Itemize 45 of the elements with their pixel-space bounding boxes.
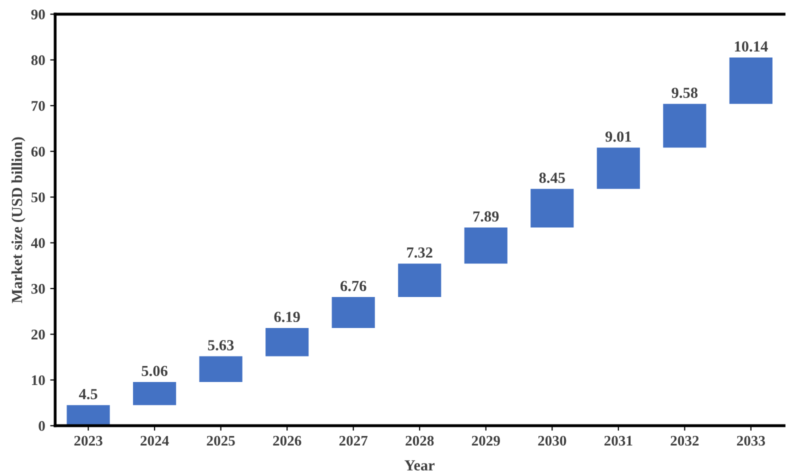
data-label: 7.89 <box>473 211 499 222</box>
data-label: 10.14 <box>734 41 768 52</box>
x-tick-label: 2027 <box>339 436 368 446</box>
x-tick-label: 2026 <box>273 436 302 446</box>
data-label: 6.76 <box>340 280 366 292</box>
bar <box>398 264 442 298</box>
bar <box>464 227 508 264</box>
bar <box>332 297 375 328</box>
data-label: 7.32 <box>407 247 432 258</box>
data-label: 5.06 <box>142 366 168 376</box>
bar <box>530 188 574 228</box>
y-tick-label: 70 <box>32 101 45 111</box>
x-tick-label: 2024 <box>140 436 169 446</box>
data-label: 9.58 <box>672 88 698 98</box>
data-label: 5.63 <box>208 340 234 350</box>
data-label: 6.19 <box>274 312 300 322</box>
bar <box>663 104 706 148</box>
x-tick-label: 2032 <box>670 436 699 446</box>
data-label: 8.45 <box>539 172 565 184</box>
bar <box>266 328 309 356</box>
y-tick-label: 60 <box>31 146 45 157</box>
x-tick-label: 2023 <box>74 436 102 446</box>
data-label: 9.01 <box>605 131 631 142</box>
x-tick-label: 2030 <box>538 436 566 446</box>
x-tick-label: 2031 <box>604 436 632 446</box>
y-tick-label: 0 <box>38 421 45 431</box>
y-tick-label: 30 <box>31 284 45 294</box>
y-tick-label: 90 <box>31 10 45 20</box>
x-tick-label: 2025 <box>206 436 235 446</box>
bar <box>133 382 176 406</box>
data-label: 4.5 <box>78 389 98 400</box>
y-axis-title: Market size (USD billion) <box>11 137 26 304</box>
y-tick-label: 40 <box>31 238 45 248</box>
y-tick-label: 20 <box>31 330 45 340</box>
y-tick-label: 80 <box>31 55 45 66</box>
bar <box>729 57 772 104</box>
bar <box>596 148 640 189</box>
bar <box>199 356 242 382</box>
x-tick-label: 2029 <box>472 436 500 446</box>
y-tick-label: 50 <box>31 192 45 202</box>
y-tick-label: 10 <box>32 375 45 386</box>
x-tick-label: 2028 <box>406 436 434 446</box>
x-tick-label: 2033 <box>736 436 766 446</box>
x-axis-title: Year <box>404 460 435 471</box>
bar <box>66 405 110 426</box>
